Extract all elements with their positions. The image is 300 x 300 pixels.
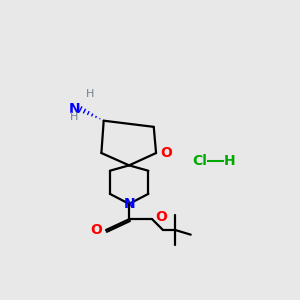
Text: O: O (160, 146, 172, 160)
Text: N: N (69, 102, 81, 116)
Text: H: H (86, 89, 94, 99)
Text: Cl: Cl (193, 154, 207, 168)
Text: N: N (123, 197, 135, 211)
Text: H: H (70, 112, 79, 122)
Text: O: O (155, 210, 167, 224)
Text: O: O (90, 223, 102, 237)
Text: H: H (224, 154, 235, 168)
